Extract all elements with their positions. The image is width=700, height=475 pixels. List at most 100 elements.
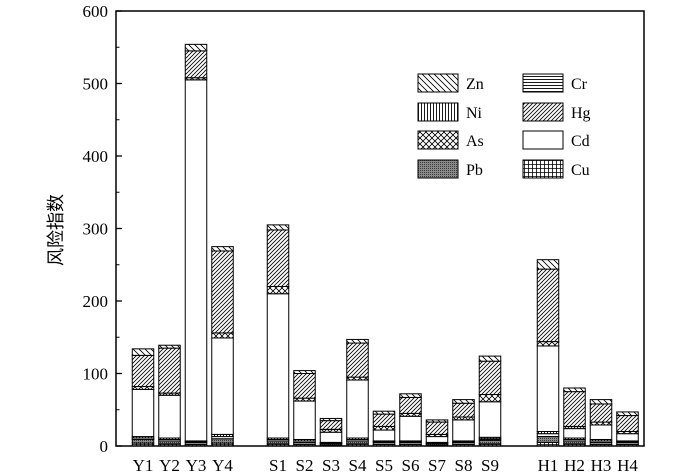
bar-segment-hg [399, 396, 422, 414]
legend: Zn Cr Ni Hg As Cd Pb Cu [417, 73, 591, 179]
bar-segment-cd [293, 400, 316, 440]
bar-segment-cd [563, 428, 586, 439]
bar-segment-hg [616, 415, 639, 432]
bar-segment-pb [211, 438, 234, 444]
bar-segment-as [478, 394, 502, 403]
bar-s6 [399, 393, 422, 447]
y-tick-label: 0 [100, 437, 109, 456]
x-tick-label: S5 [375, 456, 393, 475]
bar-segment-cd [319, 431, 343, 443]
bar-s8 [452, 399, 475, 447]
y-tick-label: 600 [83, 2, 109, 21]
plot-frame [115, 10, 645, 447]
bar-y3 [184, 43, 208, 447]
bar-segment-zn [346, 338, 369, 344]
x-tick-label: S7 [428, 456, 446, 475]
x-tick-label: H4 [617, 456, 638, 475]
bar-segment-cd [589, 424, 613, 440]
legend-swatch [522, 73, 564, 93]
x-tick-label: H2 [564, 456, 585, 475]
bar-segment-as [266, 286, 290, 295]
x-tick-label: H3 [591, 456, 612, 475]
bar-segment-hg [131, 354, 155, 388]
x-axis-labels: Y1 Y2 Y3 Y4 S1 S2 S3 S4 S5 S6 S7 S8 S9 H1 H2 H3 H4 [133, 456, 639, 475]
bar-s4 [346, 338, 369, 447]
bar-segment-as [372, 425, 396, 431]
y-tick-label: 500 [83, 75, 109, 94]
legend-label: Ni [466, 105, 483, 122]
bar-segment-cd [211, 337, 234, 435]
bar-segment-hg [372, 413, 396, 427]
y-tick-label: 100 [83, 365, 109, 384]
bar-h3 [589, 399, 613, 447]
bar-segment-hg [266, 229, 290, 287]
bar-segment-zn [131, 348, 155, 356]
bar-segment-cd [346, 379, 369, 439]
bars-layer [131, 43, 639, 447]
y-axis-ticks: 0 100 200 300 400 500 600 [83, 2, 122, 456]
y-tick-label: 200 [83, 292, 109, 311]
bar-segment-hg [452, 402, 475, 418]
bar-segment-hg [158, 347, 181, 394]
legend-label: Cr [571, 76, 588, 93]
bar-segment-hg [319, 420, 343, 430]
bar-segment-zn [293, 370, 316, 375]
y-axis-title: 风险指数 [46, 194, 67, 266]
legend-item-zn: Zn [417, 73, 484, 93]
bar-segment-zn [372, 410, 396, 415]
x-tick-label: Y1 [133, 456, 154, 475]
bar-segment-cd [184, 79, 208, 442]
bar-segment-zn [211, 246, 234, 252]
x-tick-label: S4 [349, 456, 367, 475]
bar-s2 [293, 370, 316, 447]
x-tick-label: Y2 [159, 456, 180, 475]
x-tick-label: H1 [538, 456, 559, 475]
bar-segment-zn [184, 43, 208, 52]
bar-segment-pb [536, 436, 560, 443]
bar-segment-hg [563, 391, 586, 427]
bar-segment-zn [478, 355, 502, 362]
legend-swatch [417, 159, 459, 179]
bar-segment-cd [158, 394, 181, 439]
x-tick-label: Y4 [212, 456, 233, 475]
y-tick-label: 400 [83, 147, 109, 166]
bar-segment-cd [616, 433, 639, 442]
legend-swatch [417, 130, 459, 150]
bar-segment-hg [478, 360, 502, 396]
x-tick-label: S9 [481, 456, 499, 475]
bar-h2 [563, 387, 586, 447]
bar-segment-cd [372, 429, 396, 442]
bar-s9 [478, 355, 502, 447]
legend-item-cu: Cu [522, 159, 590, 179]
bar-segment-zn [563, 387, 586, 393]
legend-label: Pb [466, 162, 483, 179]
bar-segment-cd [425, 436, 449, 443]
bar-segment-zn [399, 393, 422, 398]
legend-item-as: As [417, 130, 484, 150]
bar-y4 [211, 246, 234, 447]
x-tick-label: S1 [269, 456, 287, 475]
legend-swatch [417, 102, 459, 122]
bar-segment-as [536, 341, 560, 347]
bar-segment-zn [536, 259, 560, 270]
legend-swatch [522, 102, 564, 122]
bar-segment-pb [478, 439, 502, 445]
bar-segment-zn [425, 419, 449, 423]
bar-segment-hg [211, 250, 234, 334]
bar-segment-zn [266, 224, 290, 231]
x-tick-label: S2 [296, 456, 314, 475]
bar-segment-zn [589, 399, 613, 405]
legend-swatch [417, 73, 459, 93]
bar-s1 [266, 224, 290, 447]
bar-h1 [536, 259, 560, 447]
legend-label: Cd [571, 133, 590, 150]
bar-segment-cd [478, 401, 502, 438]
legend-label: Cu [571, 162, 590, 179]
bar-segment-cd [266, 293, 290, 439]
bar-s3 [319, 417, 343, 447]
bar-segment-as [211, 332, 234, 339]
bar-segment-hg [346, 342, 369, 378]
legend-swatch [522, 159, 564, 179]
bar-segment-cd [452, 419, 475, 442]
